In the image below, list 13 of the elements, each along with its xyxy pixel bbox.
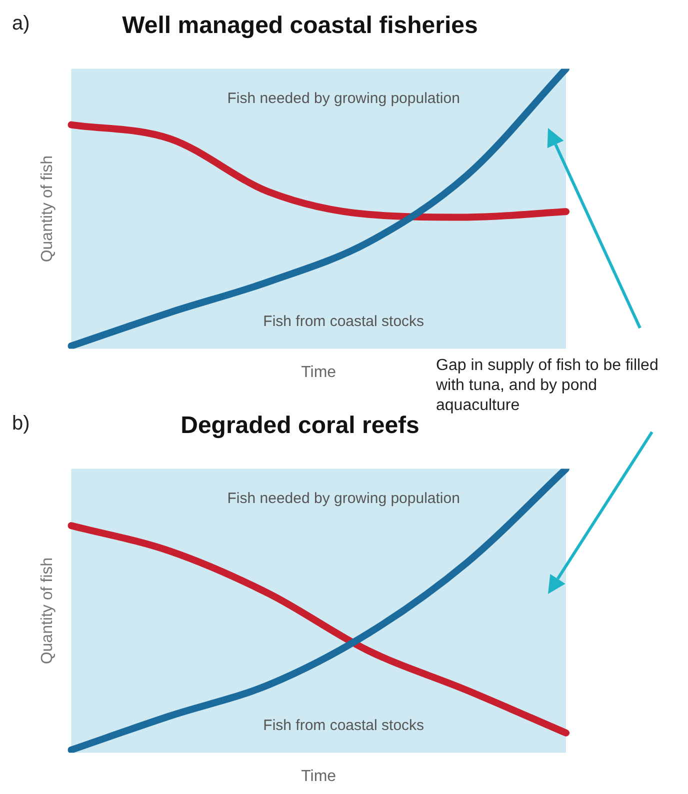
- annotation: Fish needed by growing population: [227, 90, 460, 107]
- annotation: Fish from coastal stocks: [263, 716, 424, 734]
- chart-title: Degraded coral reefs: [180, 412, 420, 440]
- y-axis-title: Quantity of fish: [39, 155, 56, 262]
- x-axis-title: Time: [301, 364, 336, 381]
- y-axis-title: Quantity of fish: [39, 557, 56, 664]
- chart-title: Well managed coastal fisheries: [122, 12, 478, 40]
- annotation: Fish from coastal stocks: [263, 312, 424, 330]
- x-axis-title: Time: [301, 768, 336, 785]
- text: b): [12, 412, 30, 435]
- text: Gap in supply of fish to be filled with tuna, and by pond aquaculture: [436, 356, 660, 416]
- text: a): [12, 12, 30, 35]
- annotation: Fish needed by growing population: [227, 490, 460, 507]
